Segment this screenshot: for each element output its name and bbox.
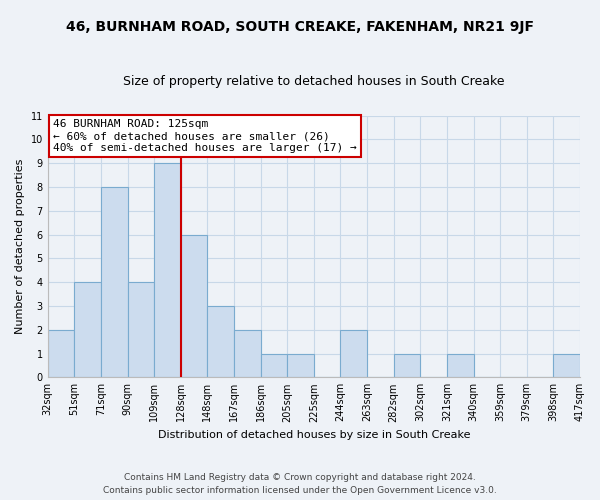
- Y-axis label: Number of detached properties: Number of detached properties: [15, 158, 25, 334]
- Text: 46 BURNHAM ROAD: 125sqm
← 60% of detached houses are smaller (26)
40% of semi-de: 46 BURNHAM ROAD: 125sqm ← 60% of detache…: [53, 120, 357, 152]
- Bar: [287, 354, 314, 378]
- Bar: [553, 354, 580, 378]
- X-axis label: Distribution of detached houses by size in South Creake: Distribution of detached houses by size …: [158, 430, 470, 440]
- Title: Size of property relative to detached houses in South Creake: Size of property relative to detached ho…: [123, 75, 505, 88]
- Bar: [260, 354, 287, 378]
- Bar: [394, 354, 420, 378]
- Text: Contains HM Land Registry data © Crown copyright and database right 2024.
Contai: Contains HM Land Registry data © Crown c…: [103, 474, 497, 495]
- Bar: [128, 282, 154, 378]
- Bar: [74, 282, 101, 378]
- Bar: [340, 330, 367, 378]
- Bar: [154, 163, 181, 378]
- Bar: [447, 354, 473, 378]
- Text: 46, BURNHAM ROAD, SOUTH CREAKE, FAKENHAM, NR21 9JF: 46, BURNHAM ROAD, SOUTH CREAKE, FAKENHAM…: [66, 20, 534, 34]
- Bar: [234, 330, 260, 378]
- Bar: [101, 187, 128, 378]
- Bar: [208, 306, 234, 378]
- Bar: [47, 330, 74, 378]
- Bar: [181, 234, 208, 378]
